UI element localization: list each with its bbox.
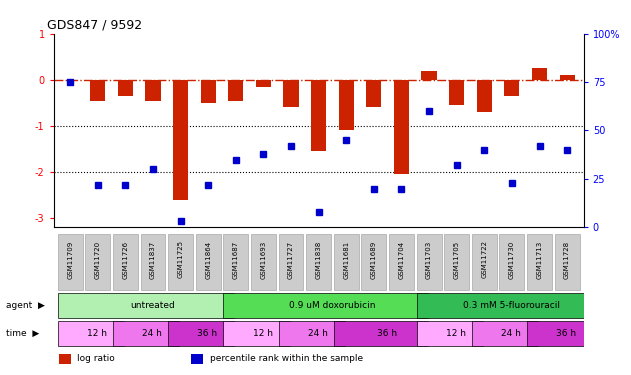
Text: 12 h: 12 h [253, 329, 273, 338]
Bar [416, 234, 442, 290]
Text: GSM11837: GSM11837 [150, 240, 156, 279]
Bar [416, 321, 483, 346]
Bar [141, 234, 165, 290]
Bar [334, 321, 428, 346]
Bar [560, 75, 575, 80]
Bar [334, 234, 358, 290]
Text: GSM11689: GSM11689 [371, 240, 377, 279]
Text: GSM11864: GSM11864 [205, 240, 211, 279]
Bar [256, 80, 271, 87]
Bar [394, 80, 409, 174]
Text: 12 h: 12 h [87, 329, 107, 338]
Bar [223, 293, 428, 318]
Text: GSM11709: GSM11709 [67, 240, 73, 279]
Bar [362, 234, 386, 290]
Text: GSM11687: GSM11687 [233, 240, 239, 279]
Bar [58, 234, 83, 290]
Text: GSM11730: GSM11730 [509, 240, 515, 279]
Bar [532, 68, 547, 80]
Text: untreated: untreated [130, 301, 175, 310]
Bar [201, 80, 216, 103]
Text: GDS847 / 9592: GDS847 / 9592 [47, 19, 143, 32]
Bar [228, 80, 244, 100]
Bar [555, 234, 579, 290]
Text: GSM11705: GSM11705 [454, 240, 460, 279]
Text: log ratio: log ratio [78, 354, 115, 363]
Bar [168, 234, 193, 290]
Text: GSM11713: GSM11713 [536, 240, 543, 279]
Bar [472, 321, 538, 346]
Bar [90, 80, 105, 100]
Bar [472, 234, 497, 290]
Bar [500, 234, 524, 290]
Text: GSM11720: GSM11720 [95, 240, 101, 279]
Bar [444, 234, 469, 290]
Text: 24 h: 24 h [143, 329, 162, 338]
Bar [416, 293, 593, 318]
Bar [279, 321, 345, 346]
Bar [527, 234, 552, 290]
Bar [145, 80, 161, 100]
Bar [449, 80, 464, 105]
Bar [118, 80, 133, 96]
Bar [504, 80, 519, 96]
Bar [527, 321, 593, 346]
Text: GSM11726: GSM11726 [122, 240, 129, 279]
Text: GSM11838: GSM11838 [316, 240, 322, 279]
Text: agent  ▶: agent ▶ [6, 301, 45, 310]
Bar [339, 80, 354, 130]
Bar [59, 354, 71, 364]
Bar [58, 293, 235, 318]
Bar [422, 70, 437, 80]
Bar [306, 234, 331, 290]
Text: 36 h: 36 h [198, 329, 218, 338]
Bar [476, 80, 492, 112]
Text: GSM11693: GSM11693 [261, 240, 266, 279]
Bar [85, 234, 110, 290]
Bar [223, 234, 248, 290]
Bar [283, 80, 298, 108]
Text: percentile rank within the sample: percentile rank within the sample [210, 354, 363, 363]
Bar [168, 321, 235, 346]
Text: GSM11727: GSM11727 [288, 240, 294, 279]
Bar [191, 354, 203, 364]
Text: 36 h: 36 h [557, 329, 577, 338]
Text: time  ▶: time ▶ [6, 329, 40, 338]
Text: GSM11681: GSM11681 [343, 240, 350, 279]
Text: 36 h: 36 h [377, 329, 397, 338]
Bar [389, 234, 414, 290]
Bar [279, 234, 304, 290]
Bar [58, 321, 124, 346]
Text: 24 h: 24 h [308, 329, 328, 338]
Bar [366, 80, 382, 108]
Bar [196, 234, 221, 290]
Text: 24 h: 24 h [501, 329, 521, 338]
Text: GSM11722: GSM11722 [481, 240, 487, 279]
Text: 0.3 mM 5-fluorouracil: 0.3 mM 5-fluorouracil [463, 301, 560, 310]
Text: GSM11704: GSM11704 [398, 240, 404, 279]
Text: GSM11703: GSM11703 [426, 240, 432, 279]
Text: 0.9 uM doxorubicin: 0.9 uM doxorubicin [288, 301, 375, 310]
Bar [113, 234, 138, 290]
Bar [223, 321, 290, 346]
Bar [251, 234, 276, 290]
Bar [311, 80, 326, 151]
Text: GSM11728: GSM11728 [564, 240, 570, 279]
Text: GSM11725: GSM11725 [177, 240, 184, 279]
Bar [173, 80, 188, 200]
Text: 12 h: 12 h [446, 329, 466, 338]
Bar [113, 321, 179, 346]
